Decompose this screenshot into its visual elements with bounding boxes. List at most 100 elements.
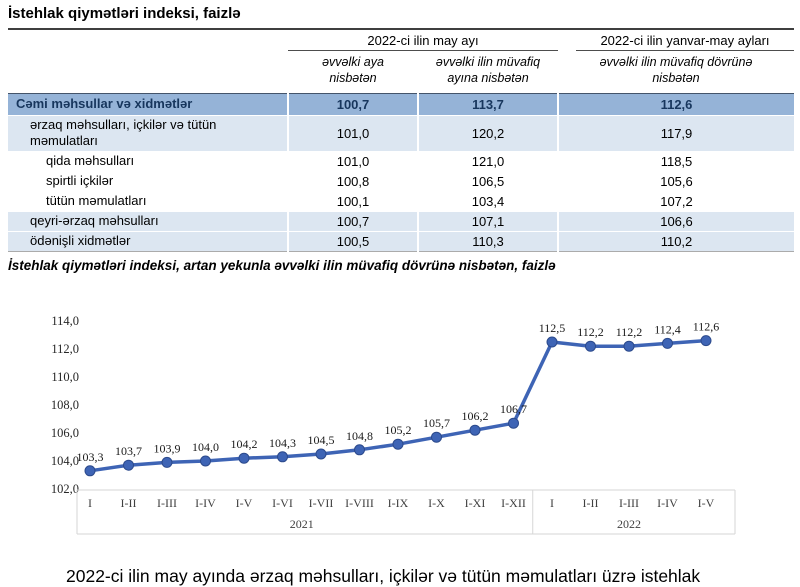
sub-header-same-period-prev-year: əvvəlki ilin müvafiq dövrünə nisbətən bbox=[599, 55, 753, 86]
data-point-label: 106,7 bbox=[500, 402, 527, 416]
table-row: qeyri-ərzaq məhsulları 100,7 107,1 106,6 bbox=[8, 211, 794, 232]
y-tick-label: 112,0 bbox=[51, 342, 79, 356]
table-row: qida məhsulları 101,0 121,0 118,5 bbox=[8, 151, 794, 172]
y-tick-label: 108,0 bbox=[51, 398, 79, 412]
chart-line bbox=[88, 338, 708, 473]
data-point bbox=[623, 340, 635, 352]
y-tick-label: 114,0 bbox=[51, 314, 79, 328]
x-tick-label: I-V bbox=[236, 496, 253, 510]
data-point-markers bbox=[84, 335, 712, 477]
y-tick-label: 104,0 bbox=[51, 454, 79, 468]
row-value: 121,0 bbox=[417, 151, 558, 172]
data-point-label: 103,3 bbox=[77, 450, 104, 464]
data-point-label: 104,8 bbox=[346, 429, 373, 443]
row-value: 110,2 bbox=[557, 231, 794, 252]
row-value: 101,0 bbox=[287, 115, 418, 152]
row-value: 100,7 bbox=[287, 93, 418, 115]
data-point-label: 105,7 bbox=[423, 416, 450, 430]
year-labels: 2021 2022 bbox=[290, 517, 641, 531]
row-value: 110,3 bbox=[417, 231, 558, 252]
footer-paragraph: 2022-ci ilin may ayında ərzaq məhsulları… bbox=[66, 566, 701, 586]
data-point-label: 104,5 bbox=[308, 433, 335, 447]
data-point-label: 112,2 bbox=[577, 325, 604, 339]
data-point-label: 112,6 bbox=[693, 320, 720, 334]
x-tick-label: I bbox=[550, 496, 554, 510]
x-axis-strip bbox=[76, 489, 736, 535]
column-group-jan-may: 2022-ci ilin yanvar-may ayları bbox=[558, 29, 794, 51]
data-point bbox=[277, 451, 288, 463]
column-group-row: 2022-ci ilin may ayı 2022-ci ilin yanvar… bbox=[8, 29, 794, 51]
row-value: 100,1 bbox=[287, 191, 418, 212]
data-point-label: 106,2 bbox=[462, 409, 489, 423]
x-tick-label: I-XII bbox=[501, 496, 526, 510]
row-value: 100,5 bbox=[287, 231, 418, 252]
row-value: 112,6 bbox=[557, 93, 794, 115]
data-point bbox=[200, 455, 211, 467]
column-group-label: 2022-ci ilin may ayı bbox=[288, 33, 558, 51]
data-point bbox=[354, 444, 365, 456]
x-tick-label: I-IV bbox=[657, 496, 678, 510]
row-label: tütün məmulatları bbox=[46, 193, 147, 209]
x-tick-label: I-IV bbox=[195, 496, 216, 510]
data-point-label: 104,3 bbox=[269, 436, 296, 450]
cpi-chart-svg: 102,0 104,0 106,0 108,0 110,0 112,0 114,0 I I-II… bbox=[51, 314, 736, 535]
x-tick-label: I-VIII bbox=[345, 496, 374, 510]
table-row: Cəmi məhsullar və xidmətlər 100,7 113,7 112… bbox=[8, 93, 794, 115]
row-value: 105,6 bbox=[557, 171, 794, 192]
data-point bbox=[315, 448, 327, 460]
x-tick-label: I-XI bbox=[465, 496, 486, 510]
row-value: 118,5 bbox=[557, 151, 794, 172]
data-point bbox=[585, 340, 596, 352]
data-point bbox=[161, 456, 173, 468]
data-point bbox=[123, 459, 134, 471]
data-point-label: 112,5 bbox=[539, 321, 566, 335]
data-point bbox=[700, 335, 712, 347]
y-tick-label: 106,0 bbox=[51, 426, 79, 440]
data-point bbox=[662, 337, 673, 349]
data-point-label: 104,0 bbox=[192, 440, 219, 454]
column-group-may: 2022-ci ilin may ayı bbox=[288, 29, 558, 51]
x-tick-label: I-X bbox=[428, 496, 445, 510]
row-value: 117,9 bbox=[557, 115, 794, 152]
table-row: tütün məmulatları 100,1 103,4 107,2 bbox=[8, 191, 794, 212]
data-point bbox=[546, 336, 558, 348]
table-row: spirtli içkilər 100,8 106,5 105,6 bbox=[8, 171, 794, 192]
x-tick-label: I-II bbox=[583, 496, 599, 510]
y-axis-labels: 102,0 104,0 106,0 108,0 110,0 112,0 114,0 bbox=[51, 314, 79, 496]
x-tick-label: I-VII bbox=[309, 496, 334, 510]
row-label: ərzaq məhsulları, içkilər və tütün məmul… bbox=[30, 116, 217, 149]
row-label: spirtli içkilər bbox=[46, 173, 114, 189]
cpi-table-body: Cəmi məhsullar və xidmətlər 100,7 113,7 112… bbox=[8, 93, 794, 252]
row-value: 120,2 bbox=[417, 115, 558, 152]
row-value: 100,7 bbox=[287, 211, 418, 232]
y-tick-label: 102,0 bbox=[51, 482, 79, 496]
row-label: qida məhsulları bbox=[46, 153, 135, 169]
column-group-label: 2022-ci ilin yanvar-may ayları bbox=[576, 33, 794, 51]
x-axis-labels: I I-II I-III I-IV I-V I-VI I-VII I-VIII I-IX I-X I… bbox=[88, 496, 715, 510]
data-point-labels: 103,3 103,7 103,9 104,0 104,2 104,3 104,5 104,8… bbox=[77, 320, 720, 464]
y-tick-label: 110,0 bbox=[51, 370, 79, 384]
year-label: 2021 bbox=[290, 517, 314, 531]
data-point-label: 104,2 bbox=[231, 437, 258, 451]
x-tick-label: I-VI bbox=[272, 496, 293, 510]
data-point bbox=[469, 424, 481, 436]
row-label: ödənişli xidmətlər bbox=[30, 232, 131, 248]
cpi-table: 2022-ci ilin may ayı 2022-ci ilin yanvar… bbox=[8, 28, 794, 252]
data-point-label: 105,2 bbox=[385, 423, 412, 437]
data-point-label: 112,2 bbox=[616, 325, 643, 339]
data-point bbox=[84, 465, 96, 477]
table-header: 2022-ci ilin may ayı 2022-ci ilin yanvar… bbox=[8, 29, 794, 93]
row-value: 107,2 bbox=[557, 191, 794, 212]
x-tick-label: I bbox=[88, 496, 92, 510]
x-tick-label: I-IX bbox=[388, 496, 409, 510]
row-value: 100,8 bbox=[287, 171, 418, 192]
row-value: 113,7 bbox=[417, 93, 558, 115]
table-row: ödənişli xidmətlər 100,5 110,3 110,2 bbox=[8, 231, 794, 252]
cpi-line-chart: 102,0 104,0 106,0 108,0 110,0 112,0 114,0 I I-II… bbox=[35, 300, 795, 545]
row-value: 107,1 bbox=[417, 211, 558, 232]
data-point-label: 103,9 bbox=[154, 441, 181, 455]
row-value: 103,4 bbox=[417, 191, 558, 212]
x-tick-label: I-V bbox=[698, 496, 715, 510]
data-point-label: 112,4 bbox=[654, 322, 681, 336]
